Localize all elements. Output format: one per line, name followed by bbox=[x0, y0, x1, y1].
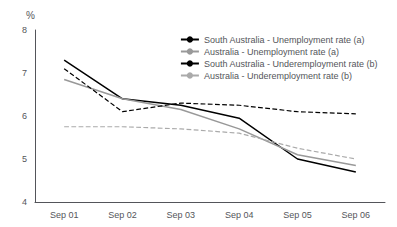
svg-text:Sep 03: Sep 03 bbox=[167, 210, 196, 220]
svg-text:6: 6 bbox=[22, 111, 27, 121]
svg-text:5: 5 bbox=[22, 154, 27, 164]
svg-text:7: 7 bbox=[22, 68, 27, 78]
svg-text:8: 8 bbox=[22, 25, 27, 35]
svg-text:South Australia - Unemployment: South Australia - Unemployment rate (a) bbox=[204, 35, 365, 45]
svg-text:Sep 01: Sep 01 bbox=[50, 210, 79, 220]
svg-text:Sep 04: Sep 04 bbox=[225, 210, 254, 220]
svg-text:%: % bbox=[26, 10, 35, 21]
svg-text:Australia - Unemployment rate: Australia - Unemployment rate (a) bbox=[204, 47, 339, 57]
svg-text:South Australia - Underemploym: South Australia - Underemployment rate (… bbox=[204, 59, 378, 69]
svg-text:Australia - Underemployment ra: Australia - Underemployment rate (b) bbox=[204, 71, 352, 81]
svg-text:Sep 05: Sep 05 bbox=[283, 210, 312, 220]
svg-text:Sep 06: Sep 06 bbox=[342, 210, 371, 220]
svg-text:4: 4 bbox=[22, 197, 27, 207]
svg-text:Sep 02: Sep 02 bbox=[108, 210, 137, 220]
